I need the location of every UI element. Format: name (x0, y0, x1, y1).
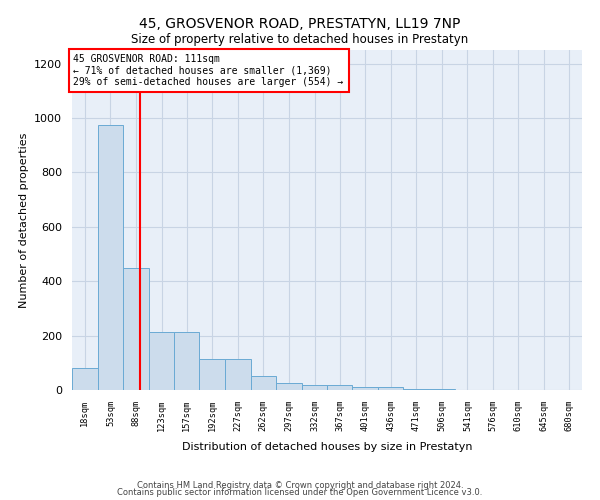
Bar (378, 388, 403, 390)
Bar (72, 368, 98, 390)
Text: Contains HM Land Registry data © Crown copyright and database right 2024.: Contains HM Land Registry data © Crown c… (137, 480, 463, 490)
Bar (199, 358, 225, 390)
Text: 45, GROSVENOR ROAD, PRESTATYN, LL19 7NP: 45, GROSVENOR ROAD, PRESTATYN, LL19 7NP (139, 18, 461, 32)
Text: 45 GROSVENOR ROAD: 111sqm
← 71% of detached houses are smaller (1,369)
29% of se: 45 GROSVENOR ROAD: 111sqm ← 71% of detac… (73, 54, 344, 88)
Bar (123, 268, 149, 390)
Bar (328, 385, 352, 390)
Bar (276, 383, 302, 390)
Bar (352, 386, 378, 390)
X-axis label: Distribution of detached houses by size in Prestatyn: Distribution of detached houses by size … (182, 442, 472, 452)
Bar (302, 384, 328, 390)
Bar (174, 332, 199, 390)
Bar (98, 125, 123, 390)
Bar (251, 376, 276, 390)
Bar (225, 358, 251, 390)
Text: Size of property relative to detached houses in Prestatyn: Size of property relative to detached ho… (131, 32, 469, 46)
Text: Contains public sector information licensed under the Open Government Licence v3: Contains public sector information licen… (118, 488, 482, 497)
Y-axis label: Number of detached properties: Number of detached properties (19, 132, 29, 308)
Bar (149, 332, 174, 390)
